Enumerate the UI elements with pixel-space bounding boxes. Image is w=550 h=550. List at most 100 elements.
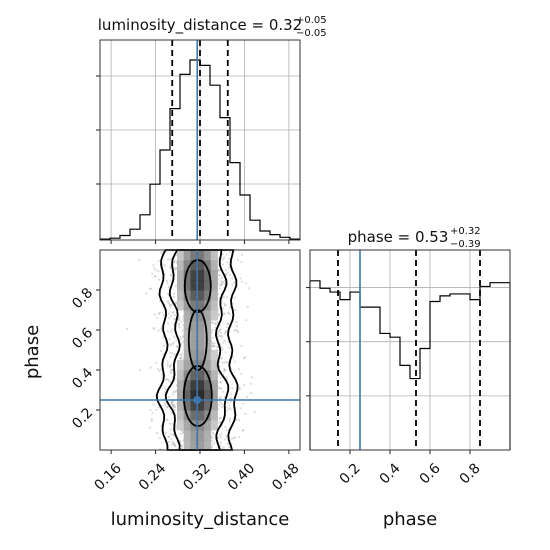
sample-point (169, 363, 172, 366)
sample-point (171, 404, 174, 407)
density-cell (204, 400, 212, 411)
density-cell (197, 430, 205, 441)
sample-point (210, 436, 213, 439)
sample-point (168, 285, 171, 289)
density-cell (197, 330, 205, 341)
density-cell (177, 270, 185, 281)
density-cell (190, 260, 198, 271)
sample-point (210, 436, 213, 439)
sample-point (217, 330, 220, 333)
density-cell (177, 370, 185, 381)
sample-point (223, 312, 226, 315)
sample-point (217, 269, 220, 272)
sample-point (157, 259, 160, 262)
title-phase-median: 0.53 (415, 228, 448, 246)
sample-point (174, 301, 177, 304)
sample-point (157, 270, 160, 273)
sample-point (222, 307, 225, 310)
sample-point (217, 269, 220, 272)
sample-point (153, 275, 156, 278)
sample-point (226, 442, 229, 445)
sample-point (167, 292, 170, 295)
sample-point (226, 401, 230, 404)
sample-point (214, 322, 217, 325)
sample-point (180, 444, 183, 447)
sample-point (238, 419, 241, 422)
sample-point (234, 329, 238, 332)
sample-point (158, 311, 161, 315)
sample-point (210, 445, 214, 448)
sample-point (172, 404, 175, 407)
sample-point (219, 396, 222, 399)
density-cell (190, 270, 198, 281)
sample-point (152, 264, 155, 267)
density-cell (190, 430, 198, 441)
sample-point (218, 381, 222, 384)
sample-point (139, 369, 142, 372)
density-cell (183, 390, 191, 401)
sample-point (222, 282, 226, 285)
panel-2d-density (96, 248, 301, 454)
sample-point (232, 355, 235, 359)
density-cell (204, 340, 212, 351)
phase-x-tick-label-2: 0.6 (417, 460, 444, 487)
sample-point (211, 329, 214, 332)
sample-point (160, 424, 163, 427)
sample-point (227, 346, 230, 349)
density-cell (197, 350, 205, 361)
sample-point (224, 435, 228, 438)
sample-point (220, 283, 223, 286)
density-cell (183, 260, 191, 271)
sample-point (220, 387, 223, 390)
sample-point (126, 327, 129, 331)
panel-phase-histogram (306, 249, 511, 454)
sample-point (223, 367, 226, 370)
sample-point (218, 284, 221, 287)
sample-point (220, 276, 223, 280)
density-cell (177, 400, 185, 411)
sample-point (149, 287, 152, 290)
sample-point (228, 250, 231, 254)
sample-point (246, 305, 249, 308)
density-cell (204, 290, 212, 301)
sample-point (160, 327, 163, 330)
phase-x-tick-label-3: 0.8 (457, 460, 484, 487)
sample-point (226, 409, 229, 412)
sample-point (151, 412, 154, 415)
density-cell (183, 330, 191, 341)
sample-point (167, 435, 170, 438)
density-cell (190, 360, 198, 371)
density-cell (183, 430, 191, 441)
density-cell (177, 260, 185, 271)
sample-point (170, 315, 173, 318)
sample-point (233, 296, 236, 299)
sample-point (180, 447, 184, 450)
sample-point (175, 339, 178, 342)
sample-point (221, 258, 224, 261)
density-cell (183, 310, 191, 321)
sample-point (247, 287, 250, 290)
density-cell (183, 320, 191, 331)
sample-point (172, 390, 175, 394)
sample-point (220, 282, 224, 285)
sample-point (218, 306, 221, 310)
sample-point (225, 273, 228, 276)
density-cell (177, 360, 185, 371)
panel-luminosity-distance-histogram (96, 39, 301, 244)
sample-point (220, 335, 224, 338)
sample-point (222, 446, 225, 449)
sample-point (224, 438, 227, 441)
sample-point (153, 267, 156, 270)
sample-point (155, 362, 158, 365)
phase-y-tick-label-3: 0.8 (69, 285, 96, 312)
sample-point (150, 418, 153, 421)
sample-point (164, 390, 167, 393)
sample-point (217, 313, 220, 316)
sample-point (171, 352, 174, 355)
xlabel-phase: phase (383, 509, 437, 530)
sample-point (224, 369, 227, 372)
density-cell (177, 380, 185, 391)
sample-point (169, 267, 172, 270)
sample-point (148, 426, 151, 429)
sample-point (169, 279, 172, 283)
